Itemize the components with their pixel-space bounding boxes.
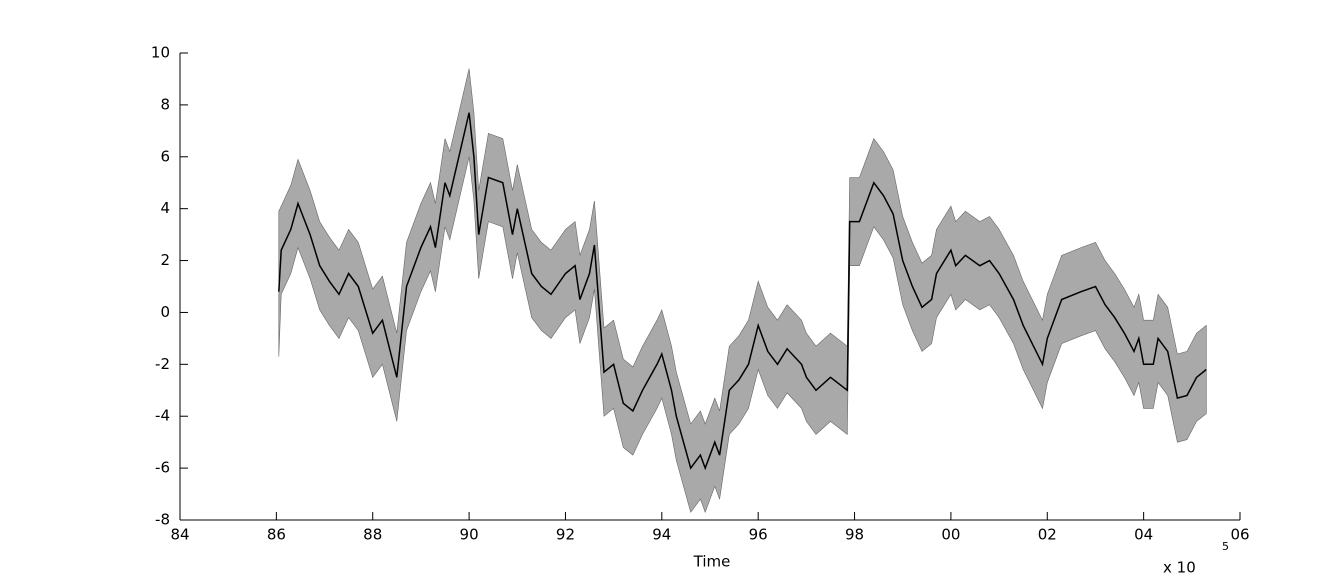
x-tick-label: 98 xyxy=(845,526,864,544)
y-tick-label: -8 xyxy=(155,511,170,529)
y-tick-label: 8 xyxy=(160,95,170,113)
line xyxy=(278,112,1207,471)
y-tick-label: 0 xyxy=(160,303,170,321)
x-axis-label: Time xyxy=(693,553,731,571)
x-tick-label: 86 xyxy=(267,526,286,544)
y-tick-label: 10 xyxy=(151,44,170,62)
x-tick-label: 02 xyxy=(1038,526,1057,544)
confidence-band xyxy=(278,68,1207,514)
x-tick-label: 92 xyxy=(556,526,575,544)
y-tick-label: 2 xyxy=(160,251,170,269)
y-tick-label: 6 xyxy=(160,147,170,165)
x-tick-label: 88 xyxy=(363,526,382,544)
x-multiplier: x 10 xyxy=(1163,559,1196,577)
x-tick-label: 96 xyxy=(749,526,768,544)
x-tick-label: 00 xyxy=(941,526,960,544)
y-tick-label: -6 xyxy=(155,459,170,477)
x-tick-label: 04 xyxy=(1134,526,1153,544)
x-tick-label: 06 xyxy=(1230,526,1249,544)
y-tick-label: -2 xyxy=(155,355,170,373)
y-tick-label: -4 xyxy=(155,407,170,425)
y-tick-label: 4 xyxy=(160,199,170,217)
x-tick-label: 94 xyxy=(652,526,671,544)
x-tick-label: 90 xyxy=(460,526,479,544)
x-tick-label: 84 xyxy=(170,526,189,544)
x-multiplier-exponent: 5 xyxy=(1222,540,1229,553)
